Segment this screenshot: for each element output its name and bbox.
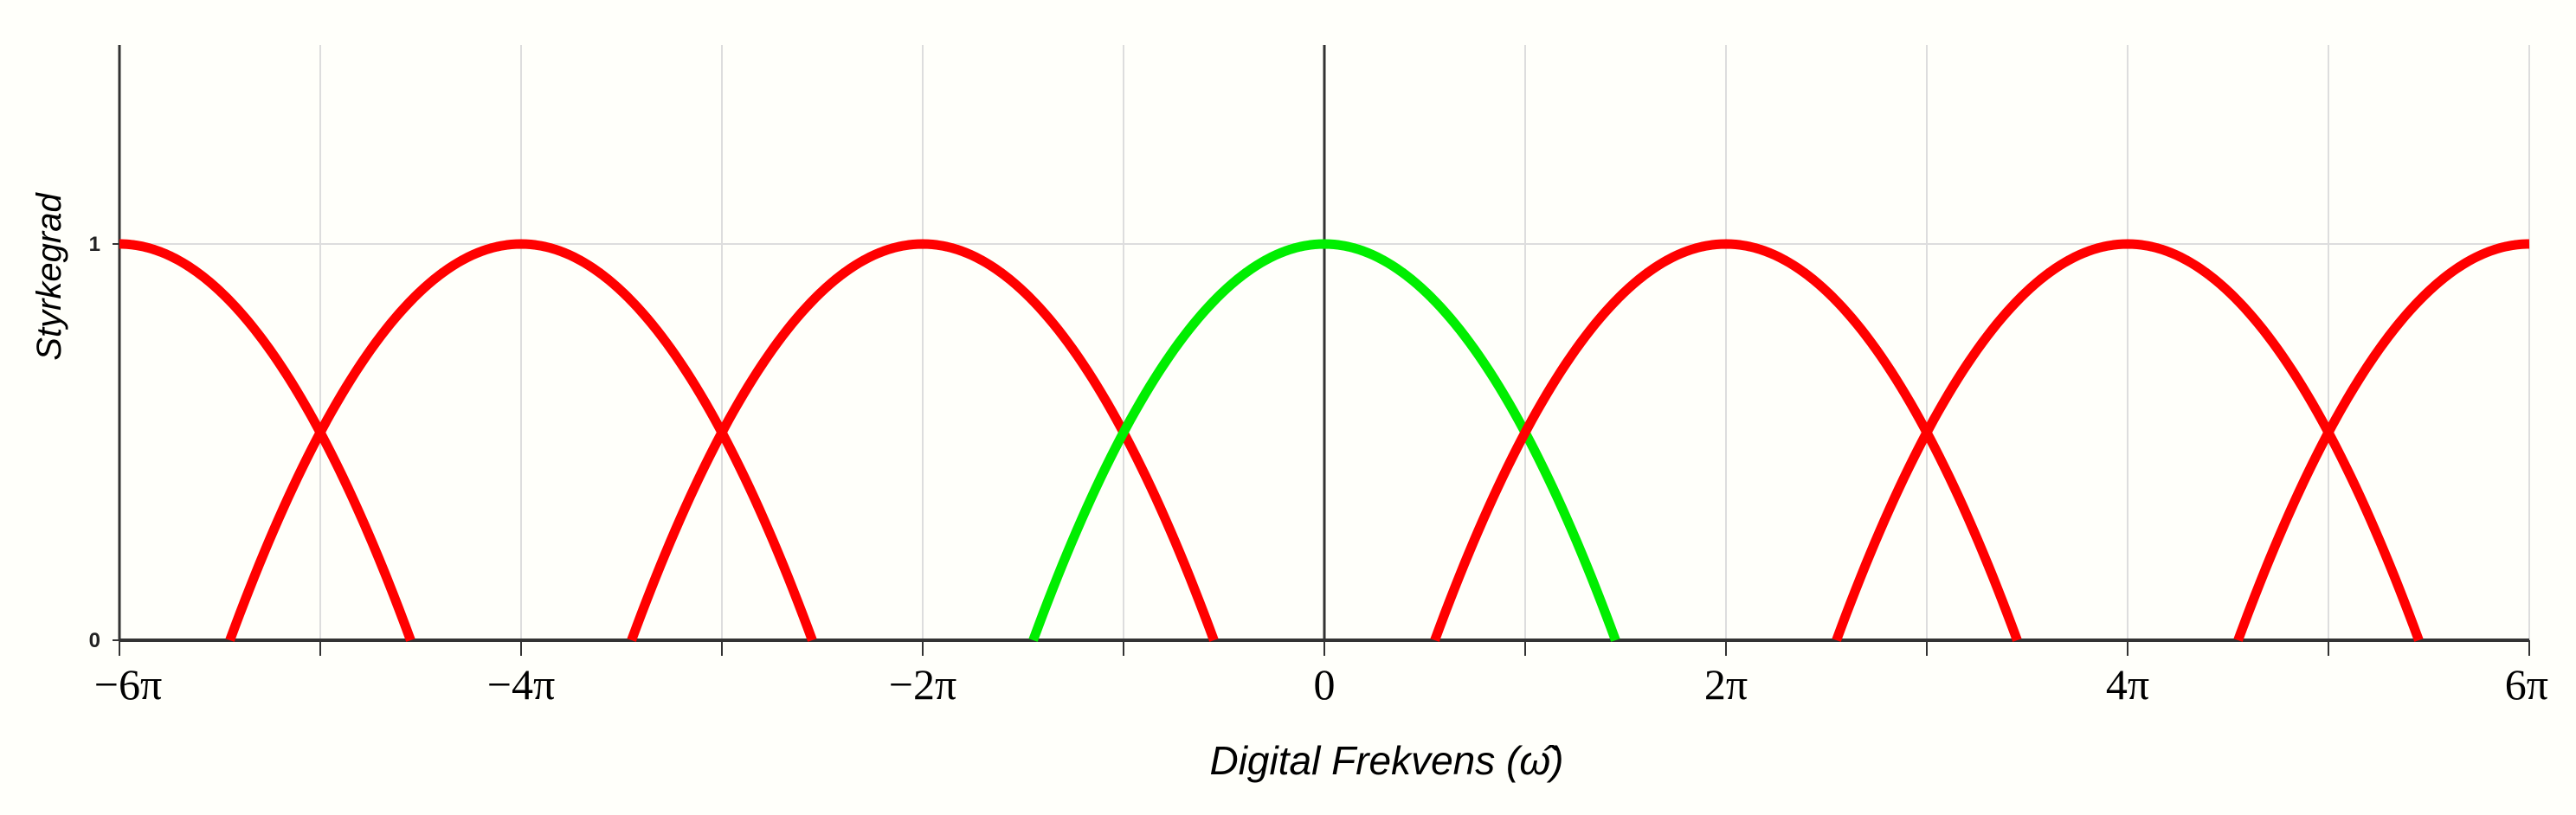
y-axis-label: Styrkegrad: [30, 192, 68, 361]
spectrum-curve: [1430, 239, 2022, 642]
curves: [117, 239, 2532, 642]
x-tick-label: −4π: [487, 660, 555, 709]
x-axis-label: Digital Frekvens (ω̂): [1209, 738, 1563, 783]
x-tick-label: −2π: [889, 660, 956, 709]
x-tick-label: 0: [1314, 660, 1336, 709]
spectrum-curve: [117, 239, 415, 642]
spectrum-curve: [1832, 239, 2424, 642]
axes: [113, 45, 2530, 656]
tick-labels: −6π −4π −2π 0 2π 4π 6π 0 1: [89, 233, 2548, 709]
y-tick-label: 0: [89, 629, 100, 652]
x-tick-label: −6π: [94, 660, 162, 709]
spectrum-curve: [1028, 239, 1620, 642]
spectrum-curve: [225, 239, 817, 642]
y-tick-label: 1: [89, 233, 100, 256]
x-tick-label: 2π: [1704, 660, 1748, 709]
spectrum-curve: [627, 239, 1219, 642]
x-tick-label: 4π: [2106, 660, 2149, 709]
x-tick-label: 6π: [2505, 660, 2548, 709]
spectrum-curve: [2233, 239, 2532, 642]
